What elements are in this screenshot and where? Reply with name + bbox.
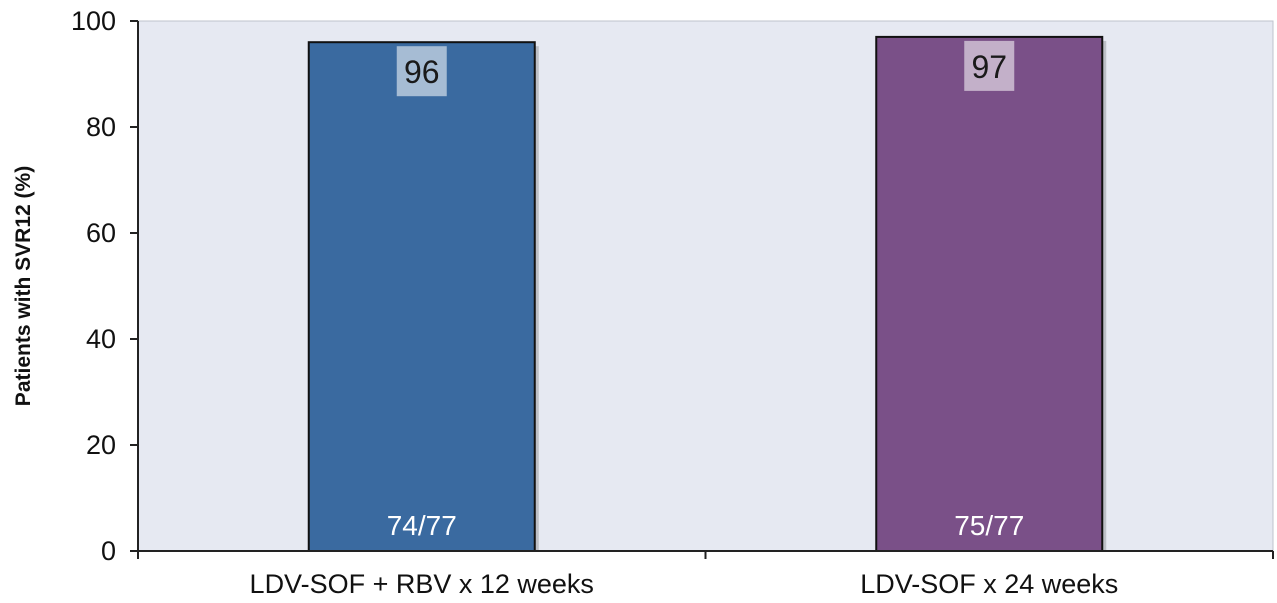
count-label: 75/77 bbox=[954, 510, 1024, 541]
y-tick-label: 80 bbox=[86, 112, 116, 142]
y-tick-label: 100 bbox=[71, 6, 116, 36]
value-label: 97 bbox=[971, 49, 1007, 85]
value-label: 96 bbox=[404, 54, 440, 90]
x-ticks-group: LDV-SOF + RBV x 12 weeks LDV-SOF x 24 wee… bbox=[137, 551, 1274, 599]
x-category-label: LDV-SOF x 24 weeks bbox=[860, 569, 1118, 599]
y-tick-label: 40 bbox=[86, 324, 116, 354]
y-tick-label: 0 bbox=[101, 536, 116, 566]
count-label: 74/77 bbox=[387, 510, 457, 541]
y-ticks-group: 0 20 40 60 80 100 bbox=[71, 6, 138, 566]
y-tick-label: 20 bbox=[86, 430, 116, 460]
y-tick-label: 60 bbox=[86, 218, 116, 248]
value-label-box bbox=[396, 46, 447, 97]
y-axis-label: Patients with SVR12 (%) bbox=[12, 166, 35, 406]
bar bbox=[307, 41, 536, 552]
value-label-box bbox=[964, 40, 1015, 91]
bar bbox=[875, 35, 1104, 552]
bars-group: 96 74/77 97 75/77 bbox=[307, 35, 1107, 552]
x-category-label: LDV-SOF + RBV x 12 weeks bbox=[250, 569, 594, 599]
